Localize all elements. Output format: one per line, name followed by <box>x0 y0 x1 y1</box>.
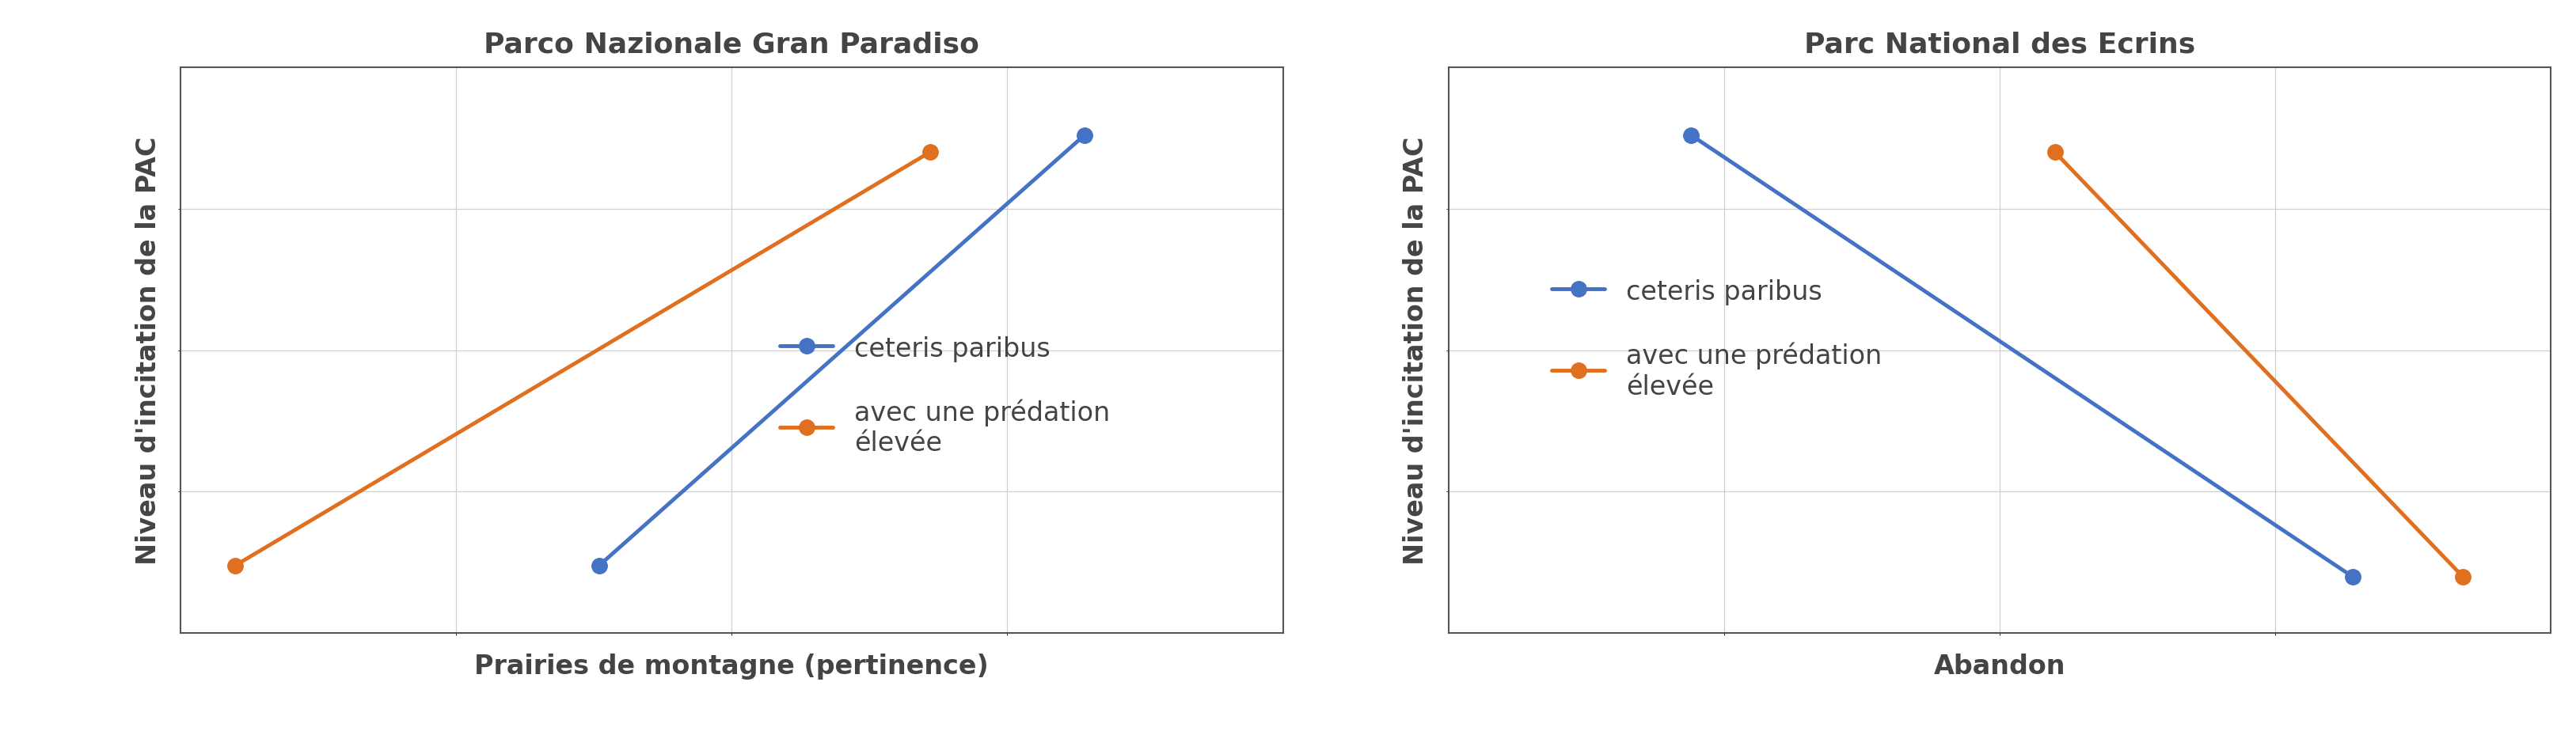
ceteris paribus <box>585 561 616 570</box>
Legend: ceteris paribus, avec une prédation
élevée: ceteris paribus, avec une prédation élev… <box>1538 265 1893 413</box>
avec une prédation
élevée <box>2038 149 2069 158</box>
avec une prédation
élevée <box>2447 572 2478 581</box>
avec une prédation
élevée <box>219 561 250 570</box>
Y-axis label: Niveau d'incitation de la PAC: Niveau d'incitation de la PAC <box>1404 136 1430 565</box>
Line: avec une prédation
élevée: avec une prédation élevée <box>227 145 938 573</box>
Line: avec une prédation
élevée: avec une prédation élevée <box>2045 145 2470 584</box>
avec une prédation
élevée <box>914 149 945 158</box>
ceteris paribus <box>1069 131 1100 140</box>
Legend: ceteris paribus, avec une prédation
élevée: ceteris paribus, avec une prédation élev… <box>768 322 1123 470</box>
Title: Parc National des Ecrins: Parc National des Ecrins <box>1803 31 2195 58</box>
Line: ceteris paribus: ceteris paribus <box>1682 128 2360 584</box>
Title: Parco Nazionale Gran Paradiso: Parco Nazionale Gran Paradiso <box>484 31 979 58</box>
ceteris paribus <box>2336 572 2367 581</box>
ceteris paribus <box>1674 131 1705 140</box>
X-axis label: Prairies de montagne (pertinence): Prairies de montagne (pertinence) <box>474 652 989 679</box>
X-axis label: Abandon: Abandon <box>1932 652 2066 679</box>
Line: ceteris paribus: ceteris paribus <box>592 128 1092 573</box>
Y-axis label: Niveau d'incitation de la PAC: Niveau d'incitation de la PAC <box>134 136 162 565</box>
